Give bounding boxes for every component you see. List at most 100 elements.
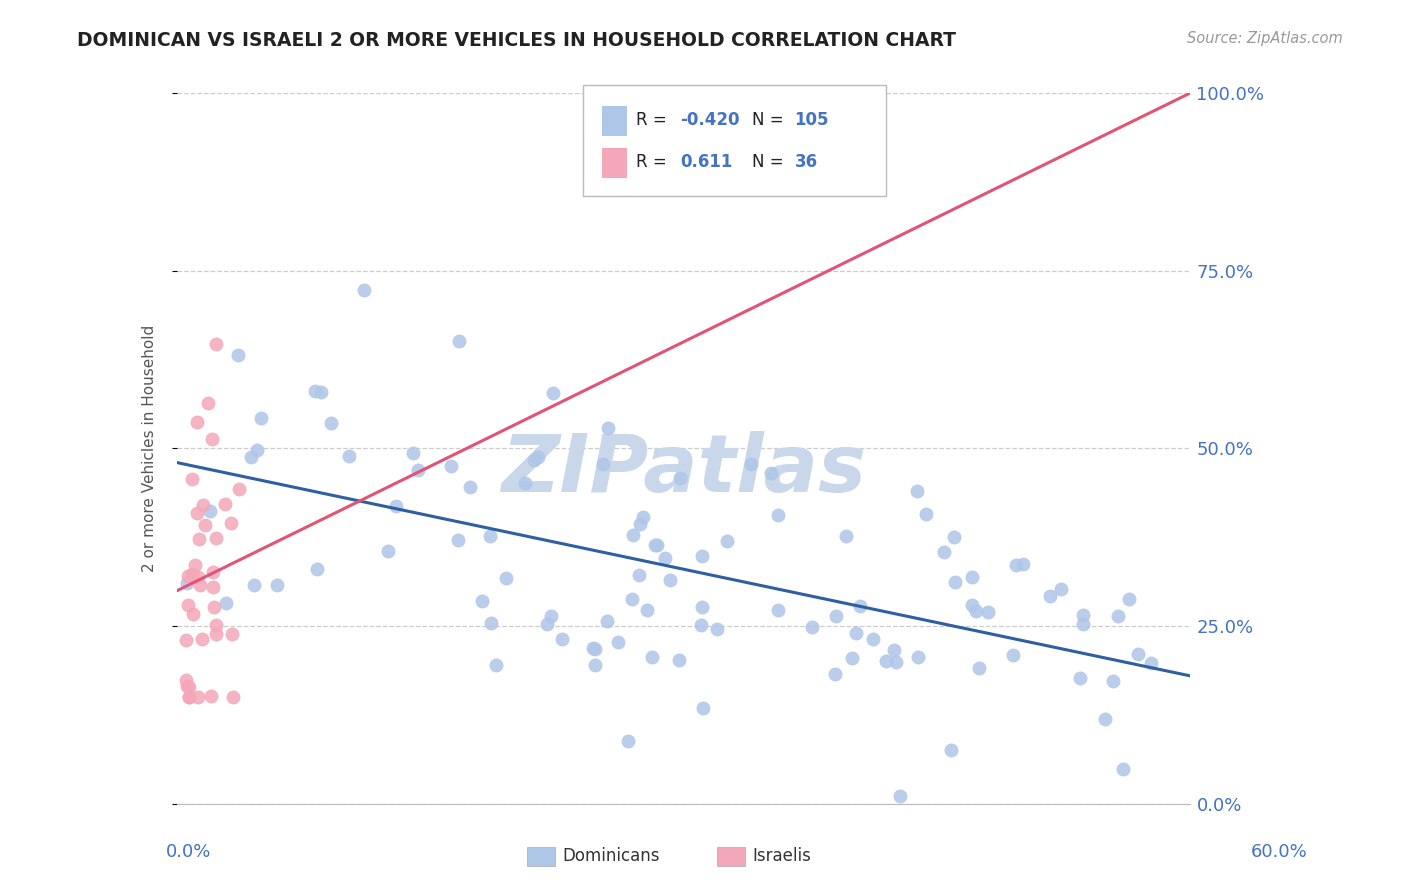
Point (176, 575, 198, 590)
Point (186, 506, 208, 520)
Point (907, 649, 929, 664)
Point (214, 497, 236, 511)
Point (824, 667, 846, 681)
Point (183, 558, 205, 572)
Text: R =: R = (636, 112, 672, 129)
Text: Source: ZipAtlas.com: Source: ZipAtlas.com (1187, 31, 1343, 46)
Text: R =: R = (636, 153, 676, 171)
Point (188, 578, 211, 592)
Point (939, 743, 962, 757)
Point (1039, 590, 1062, 604)
Point (221, 690, 243, 704)
Point (620, 591, 643, 606)
Text: 60.0%: 60.0% (1251, 843, 1308, 861)
Point (319, 416, 342, 430)
Point (177, 680, 200, 694)
Point (246, 442, 269, 457)
Point (690, 600, 713, 615)
Point (915, 508, 938, 522)
Point (191, 499, 214, 513)
Text: Dominicans: Dominicans (562, 847, 659, 865)
Point (627, 568, 650, 582)
Text: N =: N = (752, 153, 789, 171)
Point (875, 654, 897, 668)
Point (543, 385, 565, 400)
Point (536, 616, 558, 631)
Point (551, 632, 574, 646)
Point (960, 570, 983, 584)
Point (845, 625, 868, 640)
Point (523, 453, 546, 467)
Point (690, 618, 713, 632)
Point (471, 594, 494, 608)
Point (1069, 671, 1091, 685)
Point (596, 421, 619, 435)
Point (654, 550, 676, 565)
Point (706, 622, 728, 636)
Point (740, 457, 762, 471)
Point (186, 415, 208, 429)
Point (200, 504, 222, 518)
Text: DOMINICAN VS ISRAELI 2 OR MORE VEHICLES IN HOUSEHOLD CORRELATION CHART: DOMINICAN VS ISRAELI 2 OR MORE VEHICLES … (77, 31, 956, 50)
Point (1094, 712, 1116, 726)
Point (934, 545, 956, 559)
Point (768, 603, 790, 617)
Point (201, 565, 224, 579)
Point (607, 635, 630, 649)
Point (194, 517, 217, 532)
Point (187, 532, 209, 546)
Point (177, 569, 200, 583)
Point (304, 384, 326, 398)
Text: N =: N = (752, 112, 789, 129)
Point (479, 529, 502, 543)
Point (187, 690, 209, 704)
Point (1071, 608, 1094, 623)
Point (266, 578, 288, 592)
Point (406, 463, 429, 477)
Point (1012, 558, 1035, 572)
Point (176, 632, 198, 647)
Point (621, 528, 644, 542)
Point (628, 516, 651, 531)
Point (644, 538, 666, 552)
Point (205, 532, 228, 546)
Point (181, 472, 204, 486)
Point (848, 599, 870, 613)
Point (884, 655, 907, 669)
Point (440, 458, 463, 473)
Point (766, 508, 789, 522)
Point (527, 450, 550, 464)
Point (447, 334, 470, 349)
Point (582, 641, 605, 656)
Text: Israelis: Israelis (752, 847, 811, 865)
Point (180, 566, 202, 581)
Point (595, 615, 617, 629)
Text: 105: 105 (794, 112, 830, 129)
Point (583, 642, 606, 657)
Point (179, 690, 201, 704)
Point (960, 599, 983, 613)
Point (190, 632, 212, 646)
Point (205, 336, 228, 351)
Point (1073, 616, 1095, 631)
Point (458, 480, 481, 494)
Point (215, 596, 238, 610)
Point (1107, 608, 1129, 623)
Text: 0.611: 0.611 (681, 153, 733, 171)
Point (204, 618, 226, 632)
Point (447, 533, 470, 547)
Text: 36: 36 (794, 153, 817, 171)
Point (181, 607, 204, 621)
Point (659, 574, 682, 588)
Point (187, 570, 209, 584)
Point (883, 643, 905, 657)
Point (243, 578, 266, 592)
Text: -0.420: -0.420 (681, 112, 740, 129)
Point (307, 562, 329, 576)
Point (197, 396, 219, 410)
Y-axis label: 2 or more Vehicles in Household: 2 or more Vehicles in Household (142, 325, 156, 572)
Point (1050, 582, 1073, 597)
Point (1140, 656, 1163, 670)
Point (835, 529, 858, 543)
Point (200, 689, 222, 703)
